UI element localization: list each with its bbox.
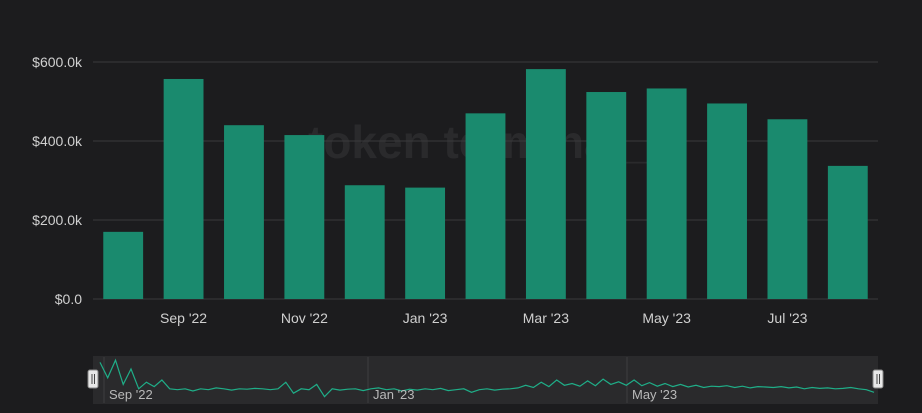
x-axis: Sep '22 Nov '22 Jan '23 Mar '23 May '23 Jul '…	[160, 310, 808, 326]
navigator-tick-label: May '23	[632, 387, 677, 402]
bar[interactable]	[827, 165, 868, 299]
navigator-track[interactable]	[93, 356, 878, 404]
bars	[103, 69, 868, 300]
x-tick-label: Mar '23	[523, 310, 569, 326]
bar[interactable]	[707, 103, 747, 299]
navigator-tick-label: Jan '23	[373, 387, 415, 402]
bar[interactable]	[224, 125, 264, 299]
navigator-series-line	[99, 358, 875, 398]
range-navigator[interactable]: Sep '22 Jan '23 May '23	[87, 356, 884, 404]
bar[interactable]	[586, 92, 627, 300]
bar[interactable]	[405, 187, 446, 299]
x-tick-label: May '23	[642, 310, 691, 326]
navigator-left-handle[interactable]	[87, 369, 99, 389]
y-tick-label: $200.0k	[32, 212, 83, 228]
bar[interactable]	[344, 185, 385, 299]
y-tick-label: $400.0k	[32, 133, 83, 149]
navigator-tick-labels: Sep '22 Jan '23 May '23	[109, 387, 677, 402]
bar[interactable]	[525, 69, 566, 299]
y-tick-label: $0.0	[55, 291, 82, 307]
navigator-right-handle[interactable]	[872, 369, 884, 389]
x-tick-label: Nov '22	[281, 310, 328, 326]
bar[interactable]	[103, 231, 144, 299]
y-tick-label: $600.0k	[32, 54, 83, 70]
bar[interactable]	[767, 119, 808, 300]
y-axis: $0.0 $200.0k $400.0k $600.0k	[32, 54, 83, 307]
bar[interactable]	[646, 88, 687, 299]
navigator-tick-label: Sep '22	[109, 387, 153, 402]
bar[interactable]	[465, 113, 506, 299]
bar[interactable]	[284, 135, 325, 299]
navigator-gridlines	[103, 357, 628, 403]
bar[interactable]	[163, 78, 204, 299]
x-tick-label: Jan '23	[403, 310, 448, 326]
x-tick-label: Jul '23	[767, 310, 807, 326]
x-tick-label: Sep '22	[160, 310, 207, 326]
